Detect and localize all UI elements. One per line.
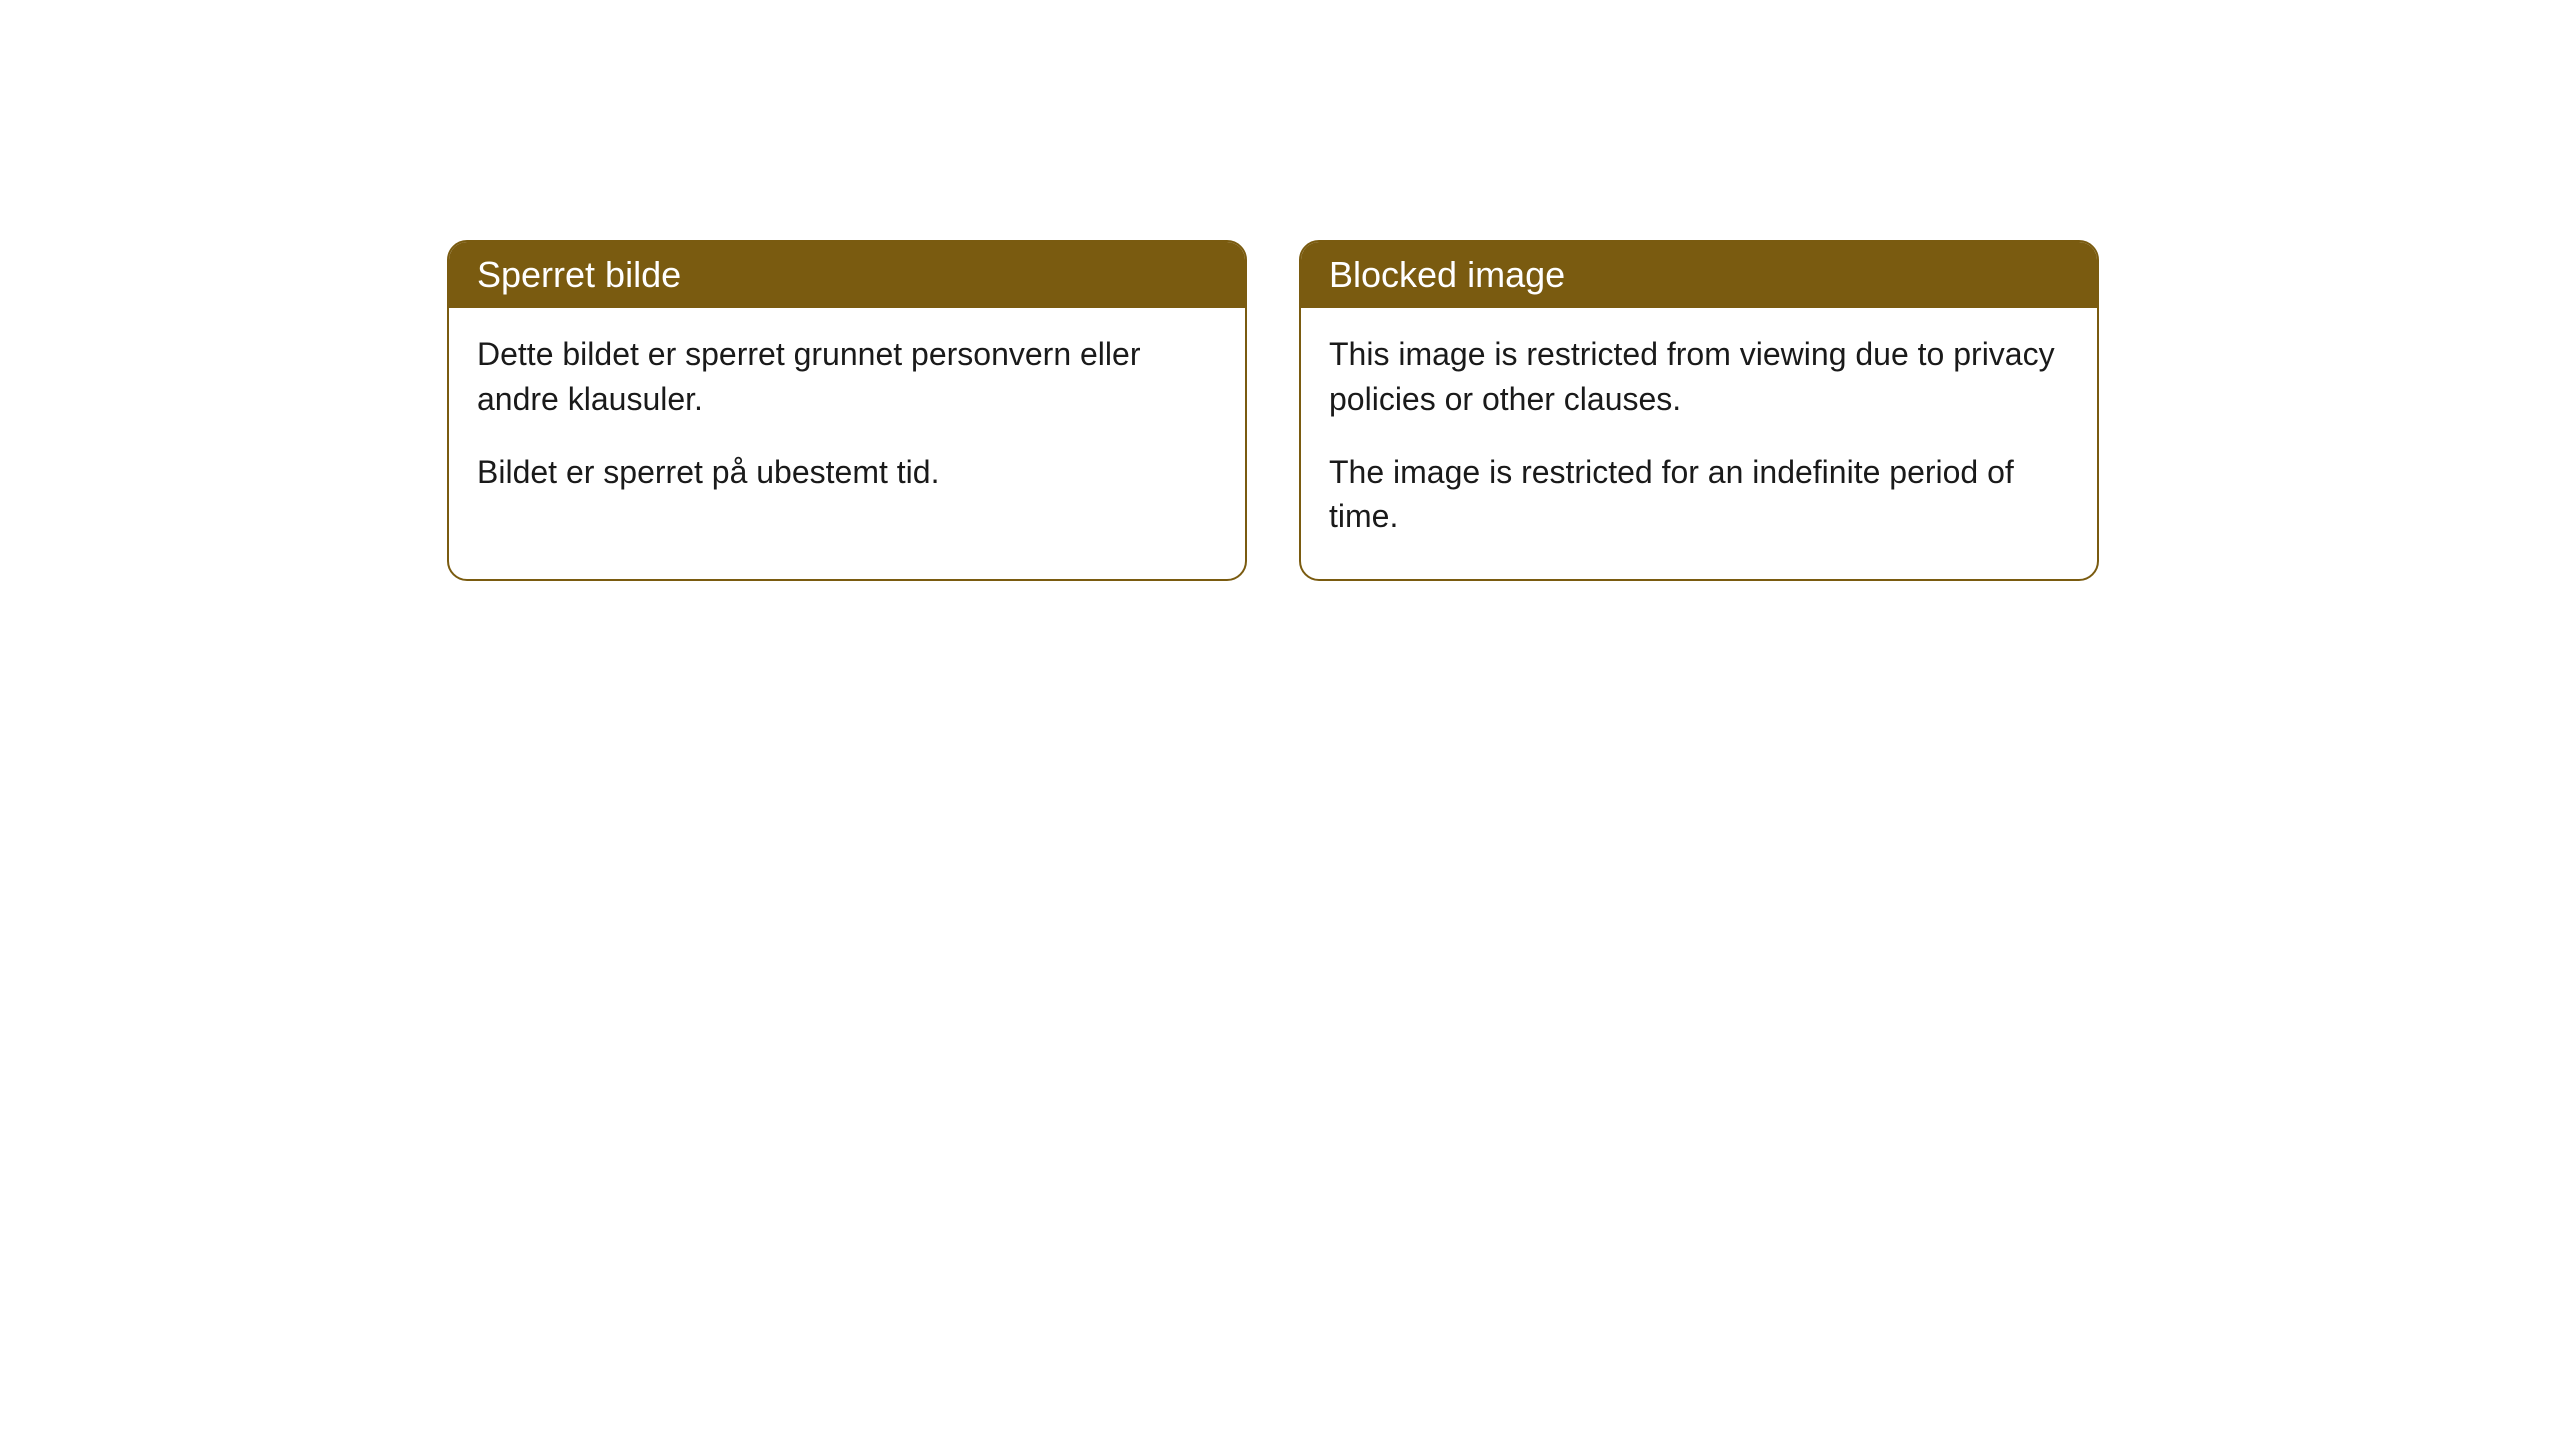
card-body-norwegian: Dette bildet er sperret grunnet personve… (449, 308, 1245, 534)
card-paragraph-2: The image is restricted for an indefinit… (1329, 450, 2069, 540)
card-paragraph-1: Dette bildet er sperret grunnet personve… (477, 332, 1217, 422)
card-paragraph-2: Bildet er sperret på ubestemt tid. (477, 450, 1217, 495)
card-english: Blocked image This image is restricted f… (1299, 240, 2099, 581)
card-body-english: This image is restricted from viewing du… (1301, 308, 2097, 579)
card-norwegian: Sperret bilde Dette bildet er sperret gr… (447, 240, 1247, 581)
card-header-english: Blocked image (1301, 242, 2097, 308)
card-paragraph-1: This image is restricted from viewing du… (1329, 332, 2069, 422)
card-header-norwegian: Sperret bilde (449, 242, 1245, 308)
cards-container: Sperret bilde Dette bildet er sperret gr… (447, 240, 2099, 581)
